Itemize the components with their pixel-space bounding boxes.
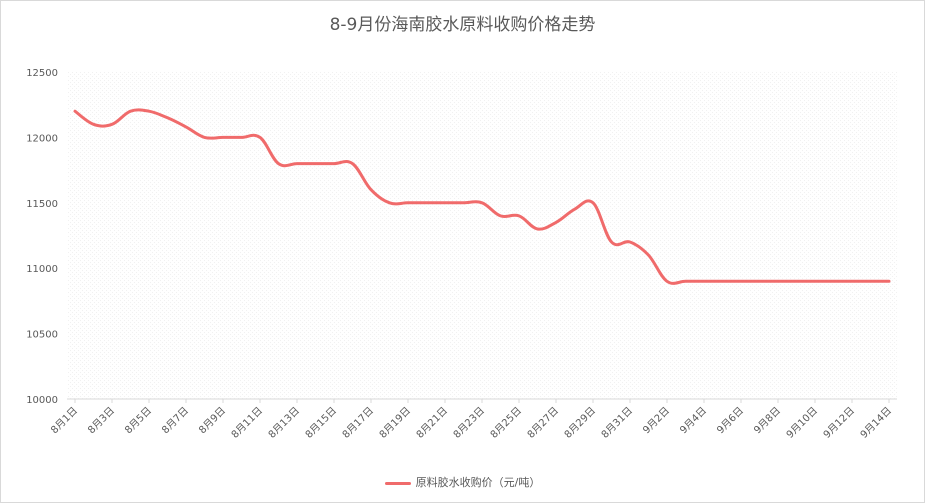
x-tick-label: 8月29日 [562,405,598,441]
x-tick-label: 8月1日 [48,405,80,437]
x-tick-label: 8月3日 [85,405,117,437]
x-tick-label: 9月6日 [714,405,746,437]
x-tick-label: 8月17日 [340,405,376,441]
x-tick-label: 8月13日 [266,405,302,441]
x-tick-label: 8月27日 [525,405,561,441]
x-tick-label: 8月25日 [488,405,524,441]
legend-label: 原料胶水收购价（元/吨） [415,476,541,489]
x-tick-label: 9月12日 [821,405,857,441]
y-tick-label: 10000 [26,395,58,406]
y-tick-label: 11000 [26,264,58,275]
legend: 原料胶水收购价（元/吨） [0,474,925,490]
x-tick-label: 9月14日 [858,405,894,441]
x-tick-label: 8月7日 [159,405,191,437]
x-tick-label: 9月8日 [751,405,783,437]
plot-background [67,72,897,399]
series-line [73,108,891,285]
x-tick-label: 9月2日 [640,405,672,437]
x-tick-label: 8月21日 [414,405,450,441]
chart-title: 8-9月份海南胶水原料收购价格走势 [329,15,596,35]
y-tick-label: 12500 [26,68,58,79]
x-tick-label: 8月31日 [599,405,635,441]
y-tick-label: 10500 [26,330,58,341]
x-tick-label: 9月10日 [784,405,820,441]
x-tick-label: 8月11日 [229,405,265,441]
x-tick-label: 9月4日 [677,405,709,437]
x-tick-label: 8月23日 [451,405,487,441]
y-tick-label: 11500 [26,199,58,210]
x-tick-label: 8月19日 [377,405,413,441]
legend-swatch [384,481,411,485]
x-tick-label: 8月9日 [196,405,228,437]
x-tick-label: 8月15日 [303,405,339,441]
x-tick-label: 8月5日 [122,405,154,437]
y-tick-label: 12000 [26,133,58,144]
